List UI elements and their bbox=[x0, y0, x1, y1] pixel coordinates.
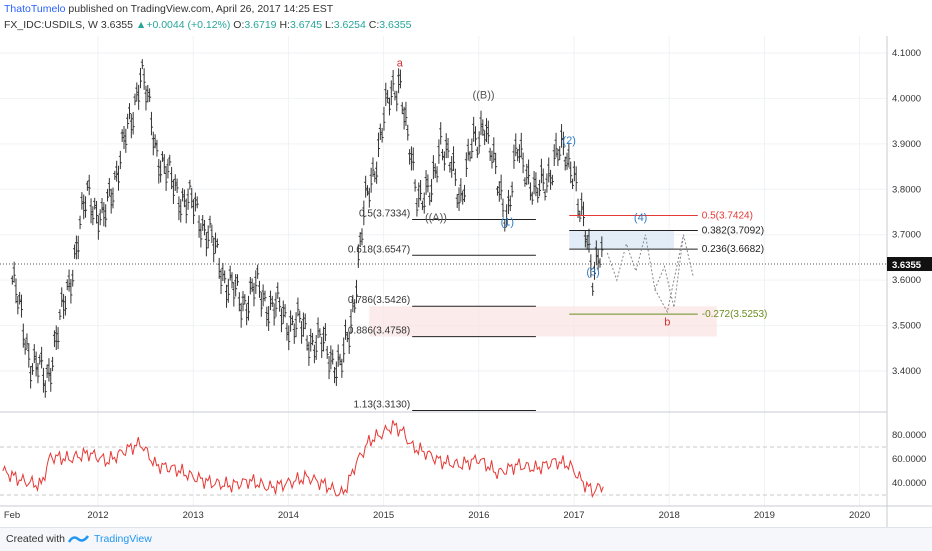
high-label: H: bbox=[279, 19, 290, 31]
footer-bar: Created with TradingView bbox=[0, 527, 932, 551]
created-with-text: Created with bbox=[6, 533, 65, 545]
open-label: O: bbox=[233, 19, 245, 31]
oscillator-tick-label: 60.0000 bbox=[892, 454, 926, 465]
time-tick-label: 2019 bbox=[754, 510, 775, 521]
fib-label: 0.786(3.5426) bbox=[348, 295, 410, 306]
wave-label: (3) bbox=[586, 267, 599, 279]
wave-label: (2) bbox=[563, 135, 576, 147]
close-value: 3.6355 bbox=[379, 19, 412, 31]
time-tick-label: 2017 bbox=[563, 510, 584, 521]
price-change: +0.0044 (+0.12%) bbox=[146, 19, 231, 31]
symbol-name[interactable]: FX_IDC:USDILS, W bbox=[4, 19, 98, 31]
projection-path bbox=[606, 234, 694, 314]
projection-line-b bbox=[654, 234, 684, 314]
low-value: 3.6254 bbox=[333, 19, 366, 31]
price-tick-label: 3.5000 bbox=[892, 321, 921, 332]
publish-info: published on TradingView.com, April 26, … bbox=[68, 3, 334, 15]
author-link[interactable]: ThatoTumelo bbox=[4, 3, 66, 15]
wave-label: ((B)) bbox=[473, 89, 495, 101]
fib-label: 0.382(3.7092) bbox=[702, 226, 764, 237]
low-label: L: bbox=[324, 19, 334, 31]
chart-header: ThatoTumelo published on TradingView.com… bbox=[0, 0, 932, 36]
time-axis[interactable]: Feb 2012 2013 2014 2015 2016 2017 2018 2019 2020 bbox=[4, 510, 870, 521]
projection-line bbox=[606, 234, 694, 308]
symbol-line: FX_IDC:USDILS, W 3.6355 ▲+0.0044 (+0.12%… bbox=[4, 19, 411, 31]
price-tick-label: 3.6000 bbox=[892, 275, 921, 286]
price-chart[interactable]: 0.5(3.7334) 0.618(3.6547) 0.786(3.5426) 0.8… bbox=[0, 0, 932, 527]
oscillator-pane: 80.0000 60.0000 40.0000 bbox=[0, 420, 926, 499]
tradingview-brand-link[interactable]: TradingView bbox=[94, 533, 152, 545]
last-price: 3.6355 bbox=[100, 19, 133, 31]
fib-label: 0.5(3.7424) bbox=[702, 210, 753, 221]
fib-label: 1.13(3.3130) bbox=[353, 400, 410, 411]
high-value: 3.6745 bbox=[289, 19, 323, 31]
wave-label: (1) bbox=[501, 217, 514, 229]
wave-label: a bbox=[397, 58, 404, 70]
fib-label: 0.886(3.4758) bbox=[348, 326, 410, 337]
price-tick-label: 3.7000 bbox=[892, 230, 921, 241]
wave-label: (4) bbox=[634, 212, 647, 224]
open-value: 3.6719 bbox=[244, 19, 277, 31]
current-price-label: 3.6355 bbox=[892, 260, 922, 271]
fib-label: 0.236(3.6682) bbox=[702, 244, 764, 255]
current-price-tag bbox=[887, 257, 932, 272]
time-tick-label: 2020 bbox=[849, 510, 870, 521]
time-tick-label: 2014 bbox=[278, 510, 299, 521]
oscillator-tick-label: 40.0000 bbox=[892, 478, 926, 489]
time-tick-label: 2013 bbox=[183, 510, 204, 521]
time-tick-label: Feb bbox=[4, 510, 20, 521]
fib-levels: 0.5(3.7334) 0.618(3.6547) 0.786(3.5426) 0.8… bbox=[0, 209, 887, 412]
target-zone bbox=[369, 306, 717, 337]
time-tick-label: 2015 bbox=[373, 510, 394, 521]
wave-label: ((A)) bbox=[425, 212, 447, 224]
fib-zones bbox=[369, 230, 717, 337]
price-axis[interactable]: 4.1000 4.0000 3.9000 3.8000 3.7000 3.6000 3.50… bbox=[887, 48, 932, 377]
publish-line: ThatoTumelo published on TradingView.com… bbox=[4, 3, 333, 15]
fib-label: -0.272(3.5253) bbox=[702, 309, 768, 320]
fib-label: 0.5(3.7334) bbox=[359, 209, 410, 220]
tradingview-logo-icon bbox=[68, 535, 90, 543]
time-tick-label: 2016 bbox=[468, 510, 489, 521]
price-tick-label: 4.0000 bbox=[892, 93, 921, 104]
fib-label: 0.618(3.6547) bbox=[348, 244, 410, 255]
wave-label: b bbox=[664, 317, 670, 329]
close-label: C: bbox=[368, 19, 380, 31]
price-tick-label: 4.1000 bbox=[892, 48, 921, 59]
up-arrow-icon: ▲ bbox=[135, 19, 147, 31]
time-tick-label: 2018 bbox=[659, 510, 680, 521]
price-tick-label: 3.8000 bbox=[892, 184, 921, 195]
wave4-zone bbox=[569, 230, 674, 250]
oscillator-tick-label: 80.0000 bbox=[892, 430, 926, 441]
price-tick-label: 3.4000 bbox=[892, 366, 921, 377]
oscillator-line bbox=[2, 420, 604, 499]
price-tick-label: 3.9000 bbox=[892, 139, 921, 150]
time-tick-label: 2012 bbox=[87, 510, 108, 521]
price-bars bbox=[10, 59, 604, 398]
wave-labels: a ((B)) ((A)) (1) (2) (3) (4) b bbox=[397, 58, 671, 329]
